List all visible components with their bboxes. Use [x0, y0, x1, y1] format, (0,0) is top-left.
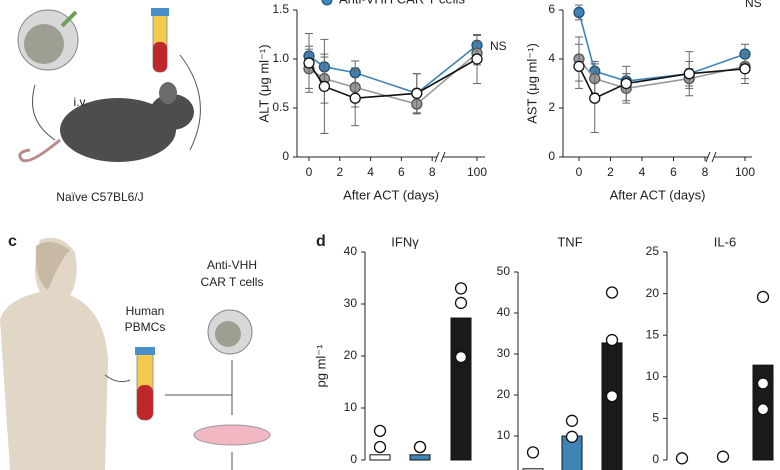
x-tick-label: 8: [702, 165, 709, 179]
x-tick-label: 2: [607, 165, 614, 179]
data-point: [454, 350, 468, 364]
chart-title: TNF: [557, 234, 582, 249]
x-tick-label: 4: [367, 165, 374, 179]
data-point: [318, 80, 331, 93]
bar: [522, 468, 544, 470]
series-line: [308, 44, 478, 95]
y-tick-label: 25: [646, 244, 660, 258]
y-tick-label: 0: [282, 149, 289, 163]
x-tick-label: 6: [670, 165, 677, 179]
pbmc-label: PBMCs: [125, 320, 166, 334]
data-point: [716, 450, 730, 463]
data-point: [756, 403, 770, 416]
y-tick-label: 2: [548, 100, 555, 114]
chart-title: IFNγ: [391, 234, 419, 249]
x-axis-label: After ACT (days): [343, 187, 439, 202]
panel-label: d: [316, 233, 326, 250]
x-tick-label: 6: [398, 165, 405, 179]
data-point: [573, 6, 585, 19]
data-point: [605, 390, 619, 403]
data-point: [454, 282, 468, 295]
y-tick-label: 20: [497, 387, 511, 401]
data-point: [605, 286, 619, 299]
legend-label: Anti-VHH CAR T cells: [339, 0, 465, 6]
data-point: [675, 452, 689, 465]
y-tick-label: 0: [548, 149, 555, 163]
annotation: NS: [490, 39, 507, 53]
axis-break: [705, 151, 711, 163]
data-point: [303, 57, 315, 69]
bar: [369, 454, 391, 461]
y-tick-label: 0.5: [272, 100, 289, 114]
x-tick-label: 100: [735, 165, 755, 179]
y-tick-label: 10: [497, 428, 511, 442]
data-point: [756, 377, 770, 390]
x-axis-label: After ACT (days): [610, 187, 706, 202]
x-tick-label: 8: [429, 165, 436, 179]
bar: [601, 342, 623, 470]
human-illustration: [0, 237, 271, 470]
data-point: [683, 68, 695, 80]
cart-label: CAR T cells: [201, 275, 264, 289]
y-tick-label: 4: [548, 51, 555, 65]
data-point: [526, 446, 540, 459]
y-axis-label: ALT (μg ml⁻¹): [256, 44, 271, 122]
y-tick-label: 0: [652, 452, 659, 466]
y-tick-label: 10: [646, 369, 660, 383]
x-tick-label: 100: [467, 165, 487, 179]
y-tick-label: 30: [344, 296, 358, 310]
panel-label: c: [8, 233, 17, 250]
x-tick-label: 0: [306, 165, 313, 179]
data-point: [739, 63, 751, 75]
axis-break: [440, 151, 446, 163]
y-tick-label: 30: [497, 346, 511, 360]
x-tick-label: 2: [336, 165, 343, 179]
y-tick-label: 6: [548, 2, 555, 16]
chart-title: IL-6: [714, 234, 736, 249]
data-point: [589, 92, 601, 104]
axis-break: [711, 151, 717, 163]
data-point: [349, 92, 361, 104]
y-tick-label: 15: [646, 327, 660, 341]
y-tick-label: 20: [344, 348, 358, 362]
y-tick-label: 0: [350, 452, 357, 466]
data-point: [573, 60, 585, 72]
data-point: [373, 424, 387, 438]
y-tick-label: 1.5: [272, 2, 289, 16]
mouse-label: Naïve C57BL6/J: [56, 190, 143, 204]
bar: [450, 317, 472, 461]
data-point: [454, 296, 468, 310]
y-tick-label: 40: [497, 305, 511, 319]
y-tick-label: 20: [646, 286, 660, 300]
y-tick-label: 1.0: [272, 51, 289, 65]
pbmc-label: Human: [126, 304, 165, 318]
data-point: [471, 53, 483, 65]
data-point: [605, 333, 619, 347]
route-label: i.v.: [74, 95, 88, 109]
x-tick-label: 0: [576, 165, 583, 179]
y-tick-label: 40: [344, 244, 358, 258]
data-point: [411, 87, 423, 99]
data-point: [756, 290, 770, 304]
data-point: [565, 414, 579, 427]
x-tick-label: 4: [639, 165, 646, 179]
y-tick-label: 10: [344, 400, 358, 414]
data-point: [413, 440, 427, 454]
bar: [409, 454, 431, 461]
y-tick-label: 5: [652, 411, 659, 425]
y-axis-label: AST (μg ml⁻¹): [524, 43, 539, 124]
data-point: [620, 77, 632, 90]
series-line: [308, 52, 478, 105]
axis-break: [434, 151, 440, 163]
cart-label: Anti-VHH: [207, 258, 257, 272]
legend-marker: [321, 0, 333, 6]
annotation: NS: [745, 0, 762, 10]
mouse-illustration: [17, 8, 201, 163]
data-point: [565, 430, 579, 443]
data-point: [373, 440, 387, 454]
y-tick-label: 50: [497, 264, 511, 278]
y-axis-label: pg ml⁻¹: [313, 344, 328, 388]
